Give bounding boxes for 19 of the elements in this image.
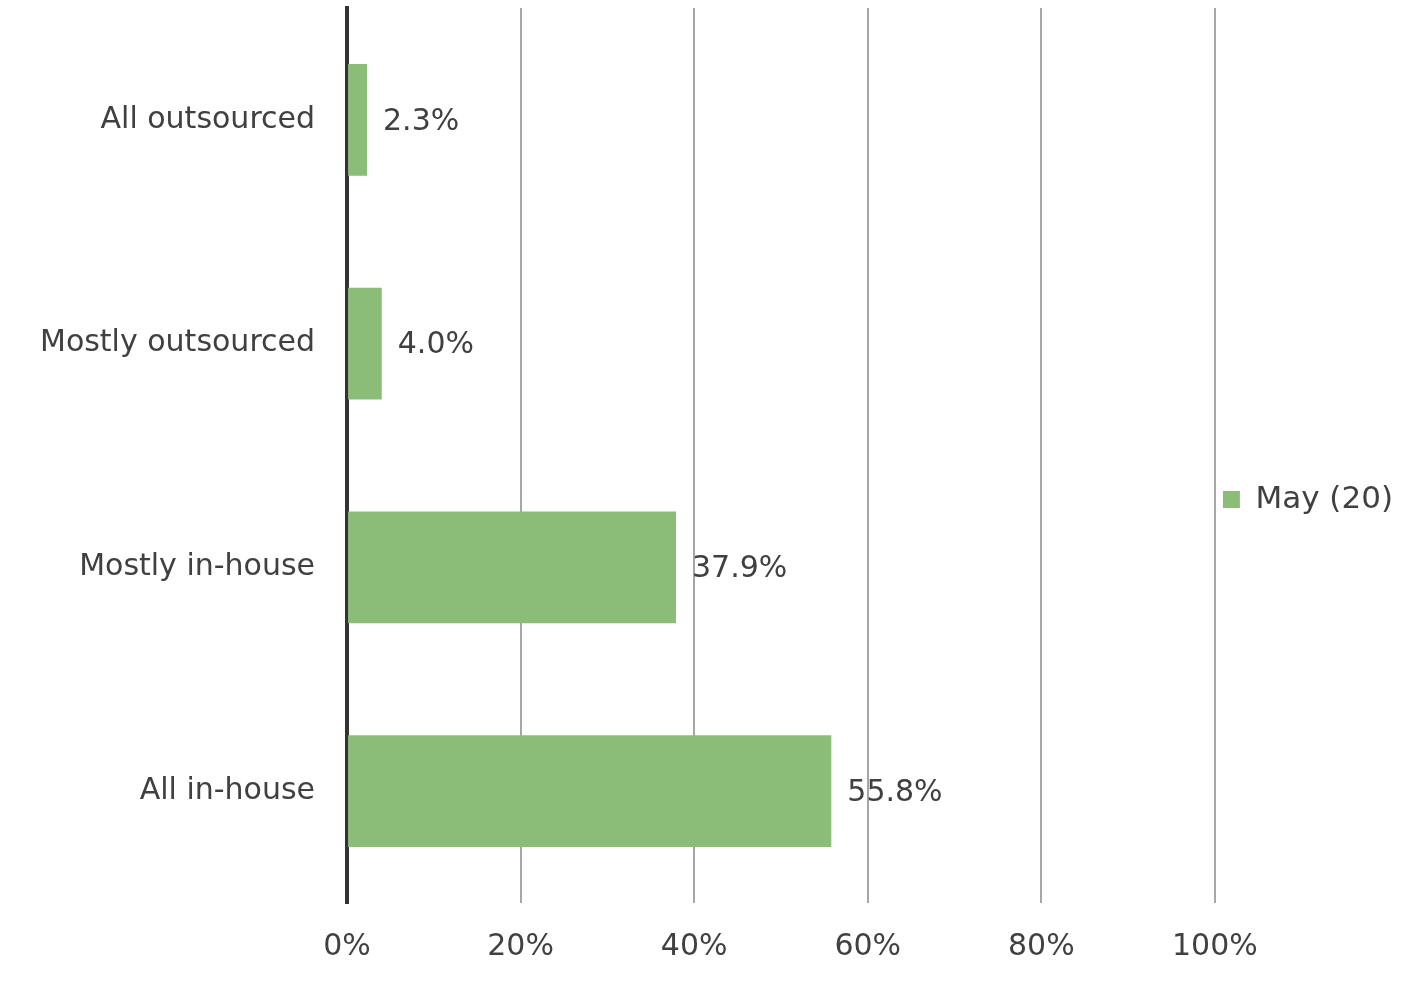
data-label: 55.8% <box>847 772 943 808</box>
y-tick-label: Mostly outsourced <box>39 323 316 359</box>
data-label: 2.3% <box>383 101 460 137</box>
bar <box>348 511 676 624</box>
x-tick-label: 80% <box>1008 926 1075 962</box>
bar <box>348 735 832 848</box>
legend-label: May (20) <box>1255 478 1393 515</box>
bar <box>348 63 368 176</box>
x-tick-label: 0% <box>323 926 371 962</box>
x-tick-label: 100% <box>1172 926 1258 962</box>
data-label: 37.9% <box>691 549 788 585</box>
bar <box>348 287 382 400</box>
x-tick-label: 20% <box>487 926 554 962</box>
y-tick-label: All in-house <box>139 770 316 806</box>
x-tick-label: 60% <box>834 926 902 962</box>
data-label: 4.0% <box>397 325 474 361</box>
y-tick-label: Mostly in-house <box>79 547 316 583</box>
x-tick-label: 40% <box>660 926 728 962</box>
y-tick-label: All outsourced <box>100 99 316 135</box>
